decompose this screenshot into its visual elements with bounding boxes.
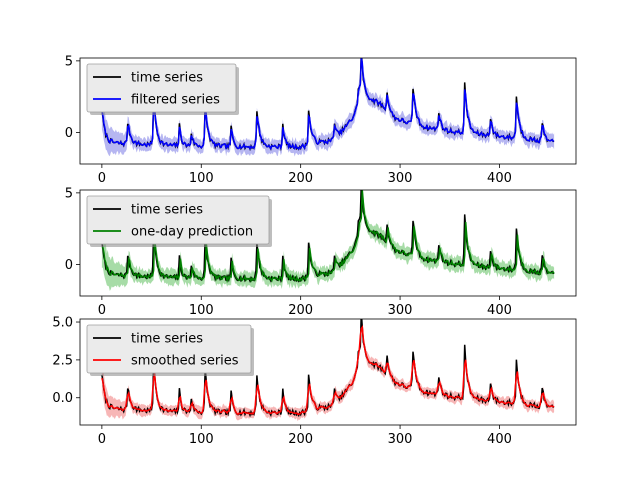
y-tick-label: 5 — [65, 54, 73, 69]
x-tick-label: 100 — [189, 432, 214, 447]
x-tick-label: 400 — [487, 171, 512, 186]
x-tick-label: 200 — [288, 303, 313, 318]
filtered-series-line — [101, 58, 555, 151]
prediction-x-axis: 0 100 200 300 400 — [98, 296, 512, 318]
x-tick-label: 400 — [487, 303, 512, 318]
smoothed-series-line — [101, 325, 555, 416]
legend-box — [86, 63, 237, 113]
filtered-y-axis: 05 — [65, 54, 80, 141]
x-tick-label: 100 — [189, 171, 214, 186]
x-tick-label: 400 — [487, 432, 512, 447]
filtered-legend: time series filtered series — [86, 63, 239, 115]
y-tick-label: 0.0 — [52, 391, 73, 406]
prediction-y-axis: 05 — [65, 186, 80, 273]
legend-label: time series — [131, 203, 203, 218]
x-tick-label: 200 — [288, 432, 313, 447]
x-tick-label: 0 — [98, 432, 106, 447]
legend-label: time series — [131, 71, 203, 86]
y-tick-label: 2.5 — [52, 353, 73, 368]
prediction-plot-frame — [79, 189, 577, 297]
legend-label: one-day prediction — [131, 225, 253, 240]
smoothed-legend: time series smoothed series — [86, 324, 254, 376]
legend-label: filtered series — [131, 93, 220, 108]
estimate-line — [101, 58, 555, 151]
smoothed-plot-frame — [79, 318, 577, 426]
y-tick-label: 5 — [65, 186, 73, 201]
estimate-line — [101, 325, 555, 416]
y-tick-label: 5.0 — [52, 316, 73, 331]
y-tick-label: 0 — [65, 126, 73, 141]
legend-box — [86, 195, 270, 245]
x-tick-label: 300 — [388, 432, 413, 447]
y-tick-label: 0 — [65, 258, 73, 273]
filtered-x-axis: 0 100 200 300 400 — [98, 164, 512, 186]
filtered-plot-frame — [79, 57, 577, 165]
smoothed-x-axis: 0 100 200 300 400 — [98, 425, 512, 447]
one-day-prediction-line — [101, 190, 555, 284]
legend-box — [86, 324, 252, 374]
smoothed-y-axis: 0.0 2.5 5.0 — [52, 316, 80, 406]
prediction-legend: time series one-day prediction — [86, 195, 272, 247]
x-tick-label: 0 — [98, 303, 106, 318]
x-tick-label: 300 — [388, 171, 413, 186]
x-tick-label: 200 — [288, 171, 313, 186]
x-tick-label: 0 — [98, 171, 106, 186]
legend-label: smoothed series — [131, 354, 239, 369]
x-tick-label: 300 — [388, 303, 413, 318]
estimate-line — [101, 190, 555, 284]
legend-label: time series — [131, 332, 203, 347]
x-tick-label: 100 — [189, 303, 214, 318]
panel-smoothed: 0 100 200 300 400 0.0 2.5 5.0 time series smoot… — [52, 316, 577, 447]
